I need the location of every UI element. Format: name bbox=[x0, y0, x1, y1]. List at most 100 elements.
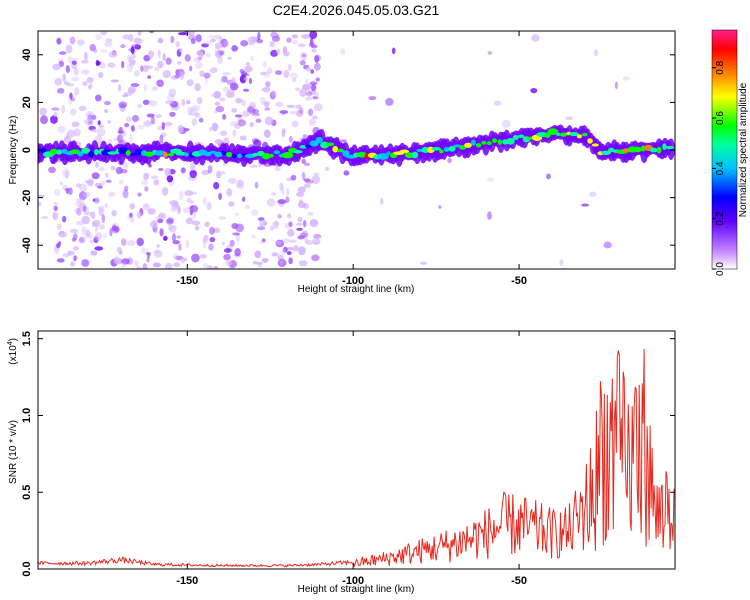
noise-blob bbox=[122, 161, 129, 169]
ridge-core bbox=[356, 151, 367, 158]
ridge-core bbox=[601, 150, 611, 156]
y-tick-label: 0 bbox=[21, 147, 33, 153]
noise-blob bbox=[209, 67, 218, 74]
noise-blob bbox=[368, 96, 377, 101]
noise-blob bbox=[205, 52, 211, 58]
noise-blob bbox=[228, 177, 237, 184]
noise-blob bbox=[173, 262, 181, 268]
noise-blob bbox=[216, 170, 222, 179]
noise-blob bbox=[299, 232, 308, 238]
noise-blob bbox=[253, 139, 262, 148]
noise-blob bbox=[176, 235, 182, 239]
noise-blob bbox=[54, 188, 61, 197]
noise-blob bbox=[254, 181, 259, 189]
noise-blob bbox=[198, 117, 204, 123]
noise-blob bbox=[85, 229, 91, 238]
noise-blob bbox=[301, 171, 306, 181]
noise-blob bbox=[143, 172, 150, 180]
noise-blob bbox=[235, 97, 243, 104]
noise-blob bbox=[183, 128, 190, 132]
colorbar-tick-label: 0.6 bbox=[715, 111, 726, 125]
y-tick-label: 1.0 bbox=[21, 408, 33, 423]
noise-blob bbox=[98, 167, 105, 172]
spectrogram-xlabel: Height of straight line (km) bbox=[298, 284, 415, 295]
ridge-core bbox=[491, 138, 498, 143]
noise-blob bbox=[237, 119, 247, 127]
noise-blob bbox=[245, 65, 253, 73]
ridge-core bbox=[665, 145, 675, 150]
x-tick-label: -50 bbox=[511, 575, 527, 587]
noise-blob bbox=[51, 107, 60, 111]
noise-blob bbox=[184, 54, 191, 62]
noise-blob bbox=[195, 61, 203, 69]
noise-blob bbox=[303, 203, 309, 210]
noise-blob bbox=[313, 172, 320, 177]
noise-blob bbox=[111, 209, 117, 217]
noise-blob bbox=[303, 183, 311, 189]
noise-blob bbox=[227, 56, 232, 60]
noise-blob bbox=[207, 164, 213, 174]
noise-blob bbox=[303, 162, 311, 167]
noise-blob bbox=[86, 77, 94, 83]
noise-blob bbox=[487, 51, 493, 55]
noise-blob bbox=[295, 104, 302, 109]
noise-blob bbox=[87, 84, 92, 90]
noise-blob bbox=[117, 130, 125, 134]
noise-blob bbox=[148, 100, 158, 107]
ridge-core bbox=[221, 150, 227, 155]
noise-blob bbox=[129, 134, 133, 142]
noise-blob bbox=[221, 75, 228, 83]
noise-blob bbox=[249, 122, 254, 128]
ridge-core bbox=[443, 146, 450, 152]
ridge-core bbox=[309, 140, 319, 147]
noise-blob bbox=[295, 222, 303, 226]
noise-blob bbox=[95, 33, 102, 41]
noise-blob bbox=[250, 164, 258, 168]
noise-blob bbox=[104, 203, 108, 208]
noise-blob bbox=[298, 246, 306, 256]
noise-blob bbox=[141, 179, 149, 186]
noise-blob bbox=[94, 182, 103, 188]
noise-blob bbox=[191, 220, 201, 226]
noise-blob bbox=[282, 127, 287, 133]
noise-blob bbox=[292, 77, 297, 83]
noise-blob bbox=[57, 241, 62, 247]
noise-blob bbox=[155, 114, 162, 119]
noise-blob bbox=[486, 177, 495, 182]
noise-blob bbox=[98, 124, 105, 128]
colorbar-tick-label: 0.8 bbox=[715, 60, 726, 74]
noise-blob bbox=[157, 37, 164, 44]
noise-blob bbox=[288, 135, 293, 143]
noise-blob bbox=[103, 100, 111, 106]
noise-blob bbox=[163, 121, 173, 127]
noise-blob bbox=[159, 134, 164, 144]
noise-blob bbox=[120, 168, 128, 174]
noise-blob bbox=[126, 63, 133, 73]
ridge-core bbox=[486, 141, 492, 146]
ridge-core bbox=[342, 150, 350, 157]
noise-blob bbox=[222, 113, 226, 120]
noise-blob bbox=[266, 198, 276, 207]
ridge-core bbox=[386, 151, 391, 155]
noise-blob bbox=[168, 88, 177, 98]
ridge-core bbox=[88, 151, 95, 158]
noise-blob bbox=[195, 34, 202, 43]
noise-blob bbox=[170, 206, 178, 212]
noise-blob bbox=[90, 250, 98, 256]
noise-blob bbox=[312, 241, 321, 245]
noise-blob bbox=[73, 67, 79, 76]
ridge-core bbox=[459, 145, 467, 150]
ridge-core bbox=[475, 143, 482, 148]
ridge-core bbox=[439, 149, 444, 154]
noise-blob bbox=[135, 38, 144, 44]
ridge-core bbox=[559, 132, 568, 137]
noise-blob bbox=[170, 35, 175, 44]
noise-blob bbox=[122, 262, 126, 268]
noise-blob bbox=[178, 243, 182, 251]
noise-blob bbox=[82, 81, 88, 86]
noise-blob bbox=[603, 241, 612, 249]
noise-blob bbox=[299, 88, 307, 97]
noise-blob bbox=[271, 35, 281, 42]
noise-blob bbox=[487, 211, 492, 220]
noise-blob bbox=[177, 61, 182, 65]
